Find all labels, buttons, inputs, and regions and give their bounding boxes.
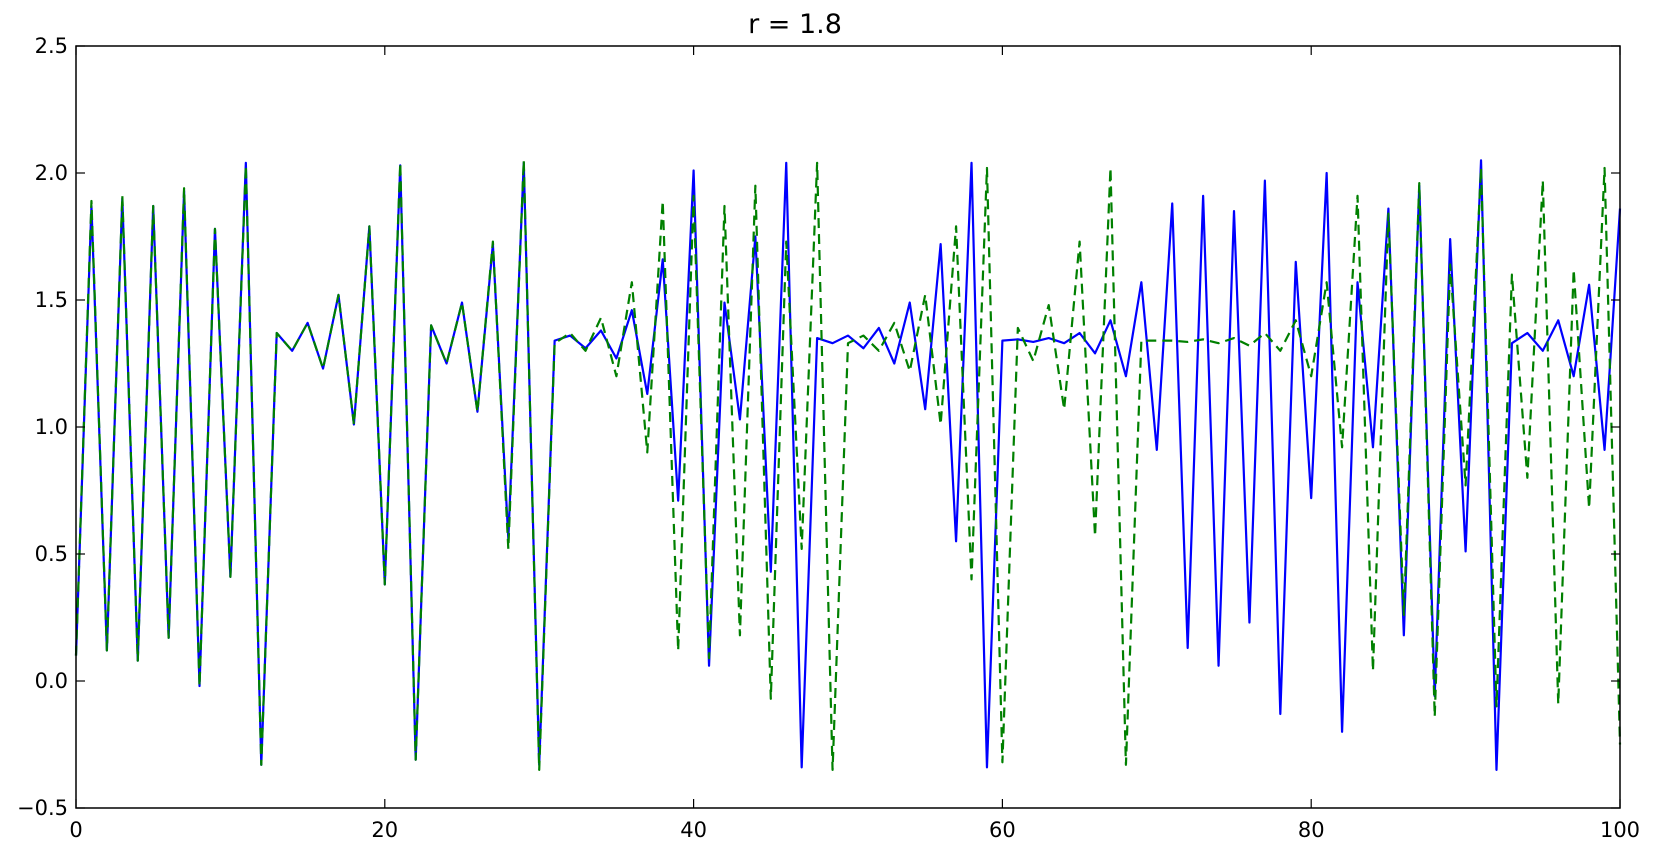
chart-title: r = 1.8 — [748, 9, 842, 40]
y-tick-label: 2.5 — [35, 34, 68, 58]
y-tick-label: 0.5 — [35, 542, 68, 566]
y-tick-label: 1.0 — [35, 415, 68, 439]
plot-frame — [75, 45, 1621, 809]
axis-ticks: 0 20 40 60 80 100 −0.5 0.0 0.5 1.0 1.5 2.0 2.5 — [17, 34, 1640, 842]
x-tick-label: 20 — [371, 818, 398, 842]
y-tick-label: 0.0 — [35, 669, 68, 693]
series-layer — [74, 159, 1622, 772]
x-tick-label: 0 — [69, 818, 82, 842]
x-tick-label: 80 — [1298, 818, 1325, 842]
y-tick-label: 1.5 — [35, 288, 68, 312]
y-tick-label: −0.5 — [17, 796, 68, 820]
series-line-1 — [74, 159, 1622, 772]
series-line-2 — [74, 159, 1622, 772]
x-tick-label: 60 — [989, 818, 1016, 842]
x-tick-label: 100 — [1600, 818, 1640, 842]
y-tick-label: 2.0 — [35, 161, 68, 185]
x-tick-label: 40 — [680, 818, 707, 842]
